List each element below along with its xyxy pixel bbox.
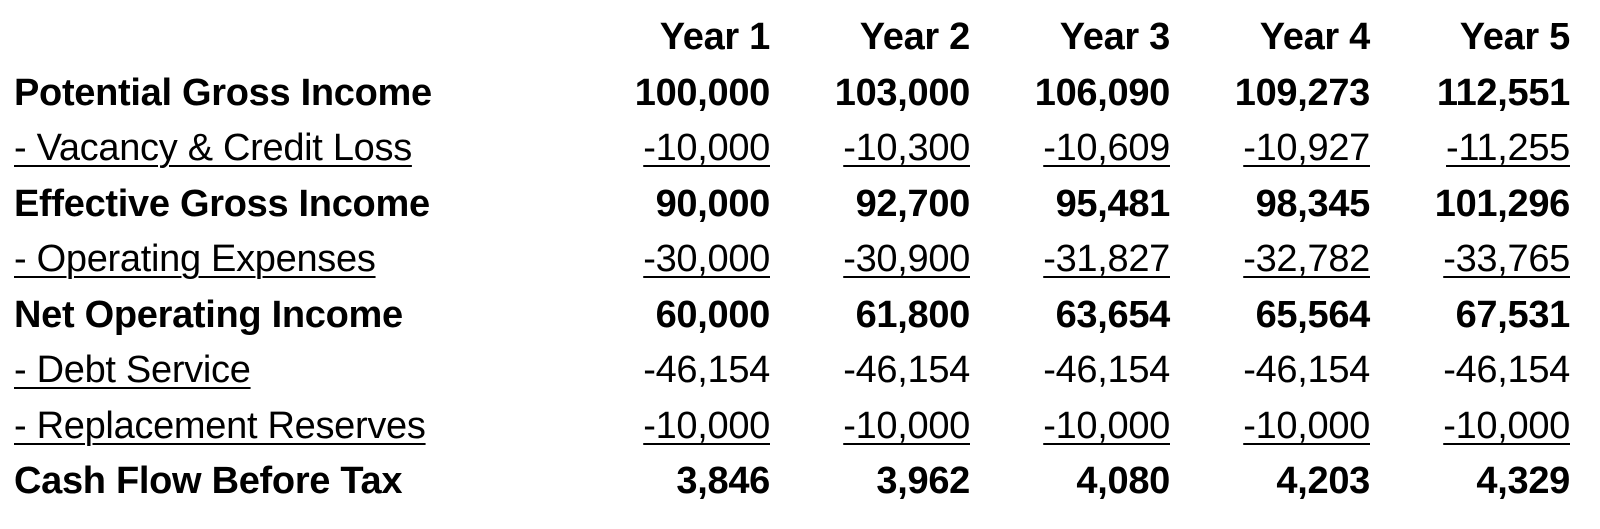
row-net-operating-income: Net Operating Income 60,000 61,800 63,65… <box>14 288 1570 344</box>
cell-value: 103,000 <box>834 71 971 114</box>
row-label: - Debt Service <box>14 349 251 391</box>
row-vacancy-credit-loss: - Vacancy & Credit Loss -10,000 -10,300 … <box>14 121 1570 177</box>
row-potential-gross-income: Potential Gross Income 100,000 103,000 1… <box>14 66 1570 122</box>
cell-value: -10,000 <box>843 404 970 447</box>
cell-value: 112,551 <box>1436 71 1570 114</box>
cell-value: 109,273 <box>1234 71 1371 114</box>
cell-value: -30,900 <box>843 238 970 280</box>
row-label: Net Operating Income <box>14 293 403 336</box>
cell-value: 106,090 <box>1034 71 1171 114</box>
cell-value: -31,827 <box>1043 238 1170 280</box>
row-effective-gross-income: Effective Gross Income 90,000 92,700 95,… <box>14 177 1570 233</box>
cell-value: 98,345 <box>1255 182 1371 225</box>
cell-value: 90,000 <box>655 182 771 225</box>
row-label: Effective Gross Income <box>14 182 430 225</box>
header-blank-cell <box>14 10 570 66</box>
cell-value: 61,800 <box>855 293 971 336</box>
cell-value: 4,080 <box>1076 460 1170 502</box>
row-cash-flow-before-tax: Cash Flow Before Tax 3,846 3,962 4,080 4… <box>14 454 1570 510</box>
cell-value: 67,531 <box>1455 293 1571 336</box>
header-year-3: Year 3 <box>1059 16 1171 58</box>
cell-value: -46,154 <box>1443 349 1570 391</box>
header-year-1: Year 1 <box>659 16 771 58</box>
cell-value: 60,000 <box>655 293 771 336</box>
cell-value: 4,203 <box>1276 460 1370 502</box>
cell-value: 101,296 <box>1434 182 1571 225</box>
cell-value: -10,000 <box>643 404 770 447</box>
header-row: Year 1 Year 2 Year 3 Year 4 Year 5 <box>14 10 1571 66</box>
cell-value: -11,255 <box>1446 127 1570 169</box>
cell-value: -46,154 <box>1243 349 1370 391</box>
cell-value: -30,000 <box>643 238 770 280</box>
cell-value: -10,000 <box>1443 404 1570 447</box>
row-label: - Operating Expenses <box>14 238 376 280</box>
cell-value: -46,154 <box>843 349 970 391</box>
cell-value: -10,000 <box>1243 404 1370 447</box>
cell-value: -46,154 <box>643 349 770 391</box>
row-label: - Replacement Reserves <box>14 404 426 447</box>
cell-value: -46,154 <box>1043 349 1170 391</box>
cell-value: 4,329 <box>1476 460 1570 502</box>
header-year-2: Year 2 <box>859 16 971 58</box>
cash-flow-table: Year 1 Year 2 Year 3 Year 4 Year 5 Poten… <box>14 10 1570 510</box>
row-operating-expenses: - Operating Expenses -30,000 -30,900 -31… <box>14 232 1570 288</box>
row-label: Cash Flow Before Tax <box>14 460 403 502</box>
cell-value: 65,564 <box>1255 293 1371 336</box>
cell-value: -10,609 <box>1043 127 1170 169</box>
cell-value: 95,481 <box>1055 182 1171 225</box>
row-debt-service: - Debt Service -46,154 -46,154 -46,154 -… <box>14 343 1570 399</box>
cell-value: -10,300 <box>843 127 970 169</box>
cell-value: 3,962 <box>876 460 970 502</box>
header-year-4: Year 4 <box>1259 16 1371 58</box>
cell-value: 100,000 <box>634 71 771 114</box>
cell-value: 3,846 <box>676 460 770 502</box>
cell-value: 92,700 <box>855 182 971 225</box>
cell-value: -10,000 <box>643 127 770 169</box>
row-label: - Vacancy & Credit Loss <box>14 127 412 169</box>
header-year-5: Year 5 <box>1459 16 1571 58</box>
cell-value: 63,654 <box>1055 293 1171 336</box>
cell-value: -10,000 <box>1043 404 1170 447</box>
cell-value: -32,782 <box>1243 238 1370 280</box>
row-replacement-reserves: - Replacement Reserves -10,000 -10,000 -… <box>14 399 1570 455</box>
cell-value: -10,927 <box>1243 127 1370 169</box>
cell-value: -33,765 <box>1443 238 1570 280</box>
row-label: Potential Gross Income <box>14 71 432 114</box>
